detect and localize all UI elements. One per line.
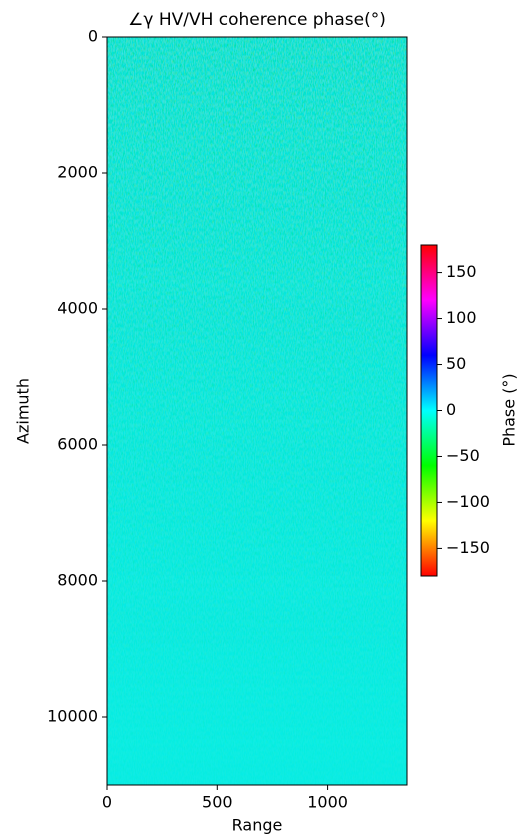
colorbar-tick-label: −150 — [446, 538, 490, 557]
y-tick-label: 0 — [88, 27, 98, 46]
colorbar-label: Phase (°) — [500, 373, 519, 446]
x-tick-label: 500 — [202, 793, 233, 812]
y-tick-label: 4000 — [57, 299, 98, 318]
image-texture — [107, 37, 407, 785]
x-tick-label: 1000 — [307, 793, 348, 812]
y-tick-label: 2000 — [57, 163, 98, 182]
colorbar-tick-label: 150 — [446, 262, 477, 281]
y-tick-label: 6000 — [57, 435, 98, 454]
colorbar-tick-label: 0 — [446, 400, 456, 419]
chart-title: ∠γ HV/VH coherence phase(°) — [128, 10, 386, 30]
y-tick-label: 8000 — [57, 571, 98, 590]
colorbar-tick-label: −100 — [446, 492, 490, 511]
colorbar — [420, 244, 438, 577]
x-axis-label: Range — [232, 816, 283, 835]
x-tick-label: 0 — [102, 793, 112, 812]
colorbar-tick-label: −50 — [446, 446, 480, 465]
plot-frame — [106, 36, 408, 786]
y-tick-label: 10000 — [47, 707, 98, 726]
y-axis-label: Azimuth — [14, 378, 33, 444]
colorbar-tick-label: 100 — [446, 308, 477, 327]
colorbar-tick-label: 50 — [446, 354, 466, 373]
